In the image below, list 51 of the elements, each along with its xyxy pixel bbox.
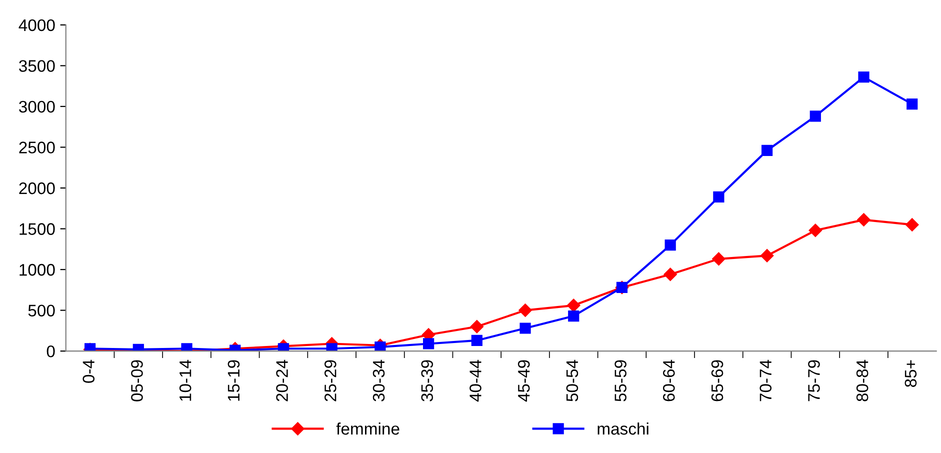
point: [857, 213, 870, 226]
point: [760, 249, 774, 262]
legend-label: femmine: [336, 422, 400, 435]
y-tick-label: 3500: [19, 60, 55, 72]
point: [374, 341, 386, 352]
legend-label: maschi: [598, 422, 648, 435]
point: [664, 240, 676, 251]
point: [568, 310, 580, 322]
x-tick-label: 70-74: [760, 360, 772, 402]
x-tick-label: 55-59: [614, 360, 626, 402]
x-tick-label: 45-49: [518, 360, 530, 402]
y-tick-label: 0: [46, 345, 55, 358]
y-tick-label: 500: [28, 304, 55, 317]
point: [761, 144, 773, 156]
point: [326, 343, 338, 352]
point: [713, 191, 724, 203]
point: [470, 320, 484, 334]
x-tick-label: 35-39: [421, 360, 434, 402]
x-tick-label: 30-34: [372, 360, 385, 402]
x-tick-label: 20-24: [276, 360, 288, 402]
y-tick-label: 2500: [19, 142, 55, 154]
y-tick-label: 4000: [18, 19, 55, 32]
y-tick-label: 3000: [19, 100, 55, 113]
x-tick-label: 25-29: [324, 360, 336, 402]
y-tick-label: 1000: [20, 264, 55, 276]
x-tick-label: 85+: [904, 360, 917, 387]
point: [471, 334, 482, 346]
point: [712, 252, 726, 266]
x-tick-label: 65-69: [711, 360, 724, 402]
y-tick-label: 1500: [20, 223, 55, 235]
x-tick-label: 15-19: [228, 360, 240, 401]
x-tick-label: 75-79: [808, 360, 820, 402]
point: [520, 322, 531, 334]
point: [906, 98, 918, 110]
x-tick-label: 60-64: [663, 360, 675, 402]
point: [810, 110, 821, 122]
x-tick-label: 05-09: [131, 360, 143, 402]
point: [664, 268, 677, 282]
point: [518, 304, 532, 317]
x-tick-label: 80-84: [856, 360, 868, 402]
x-tick-label: 50-54: [566, 360, 578, 402]
point: [422, 338, 434, 350]
x-tick-label: 40-44: [470, 360, 482, 402]
x-tick-label: 0-4: [82, 360, 95, 383]
x-tick-label: 10-14: [179, 360, 192, 401]
point: [567, 298, 580, 312]
point: [278, 343, 290, 352]
point: [906, 218, 919, 232]
point: [858, 72, 870, 83]
point: [808, 224, 822, 237]
y-tick-label: 2000: [19, 182, 55, 194]
